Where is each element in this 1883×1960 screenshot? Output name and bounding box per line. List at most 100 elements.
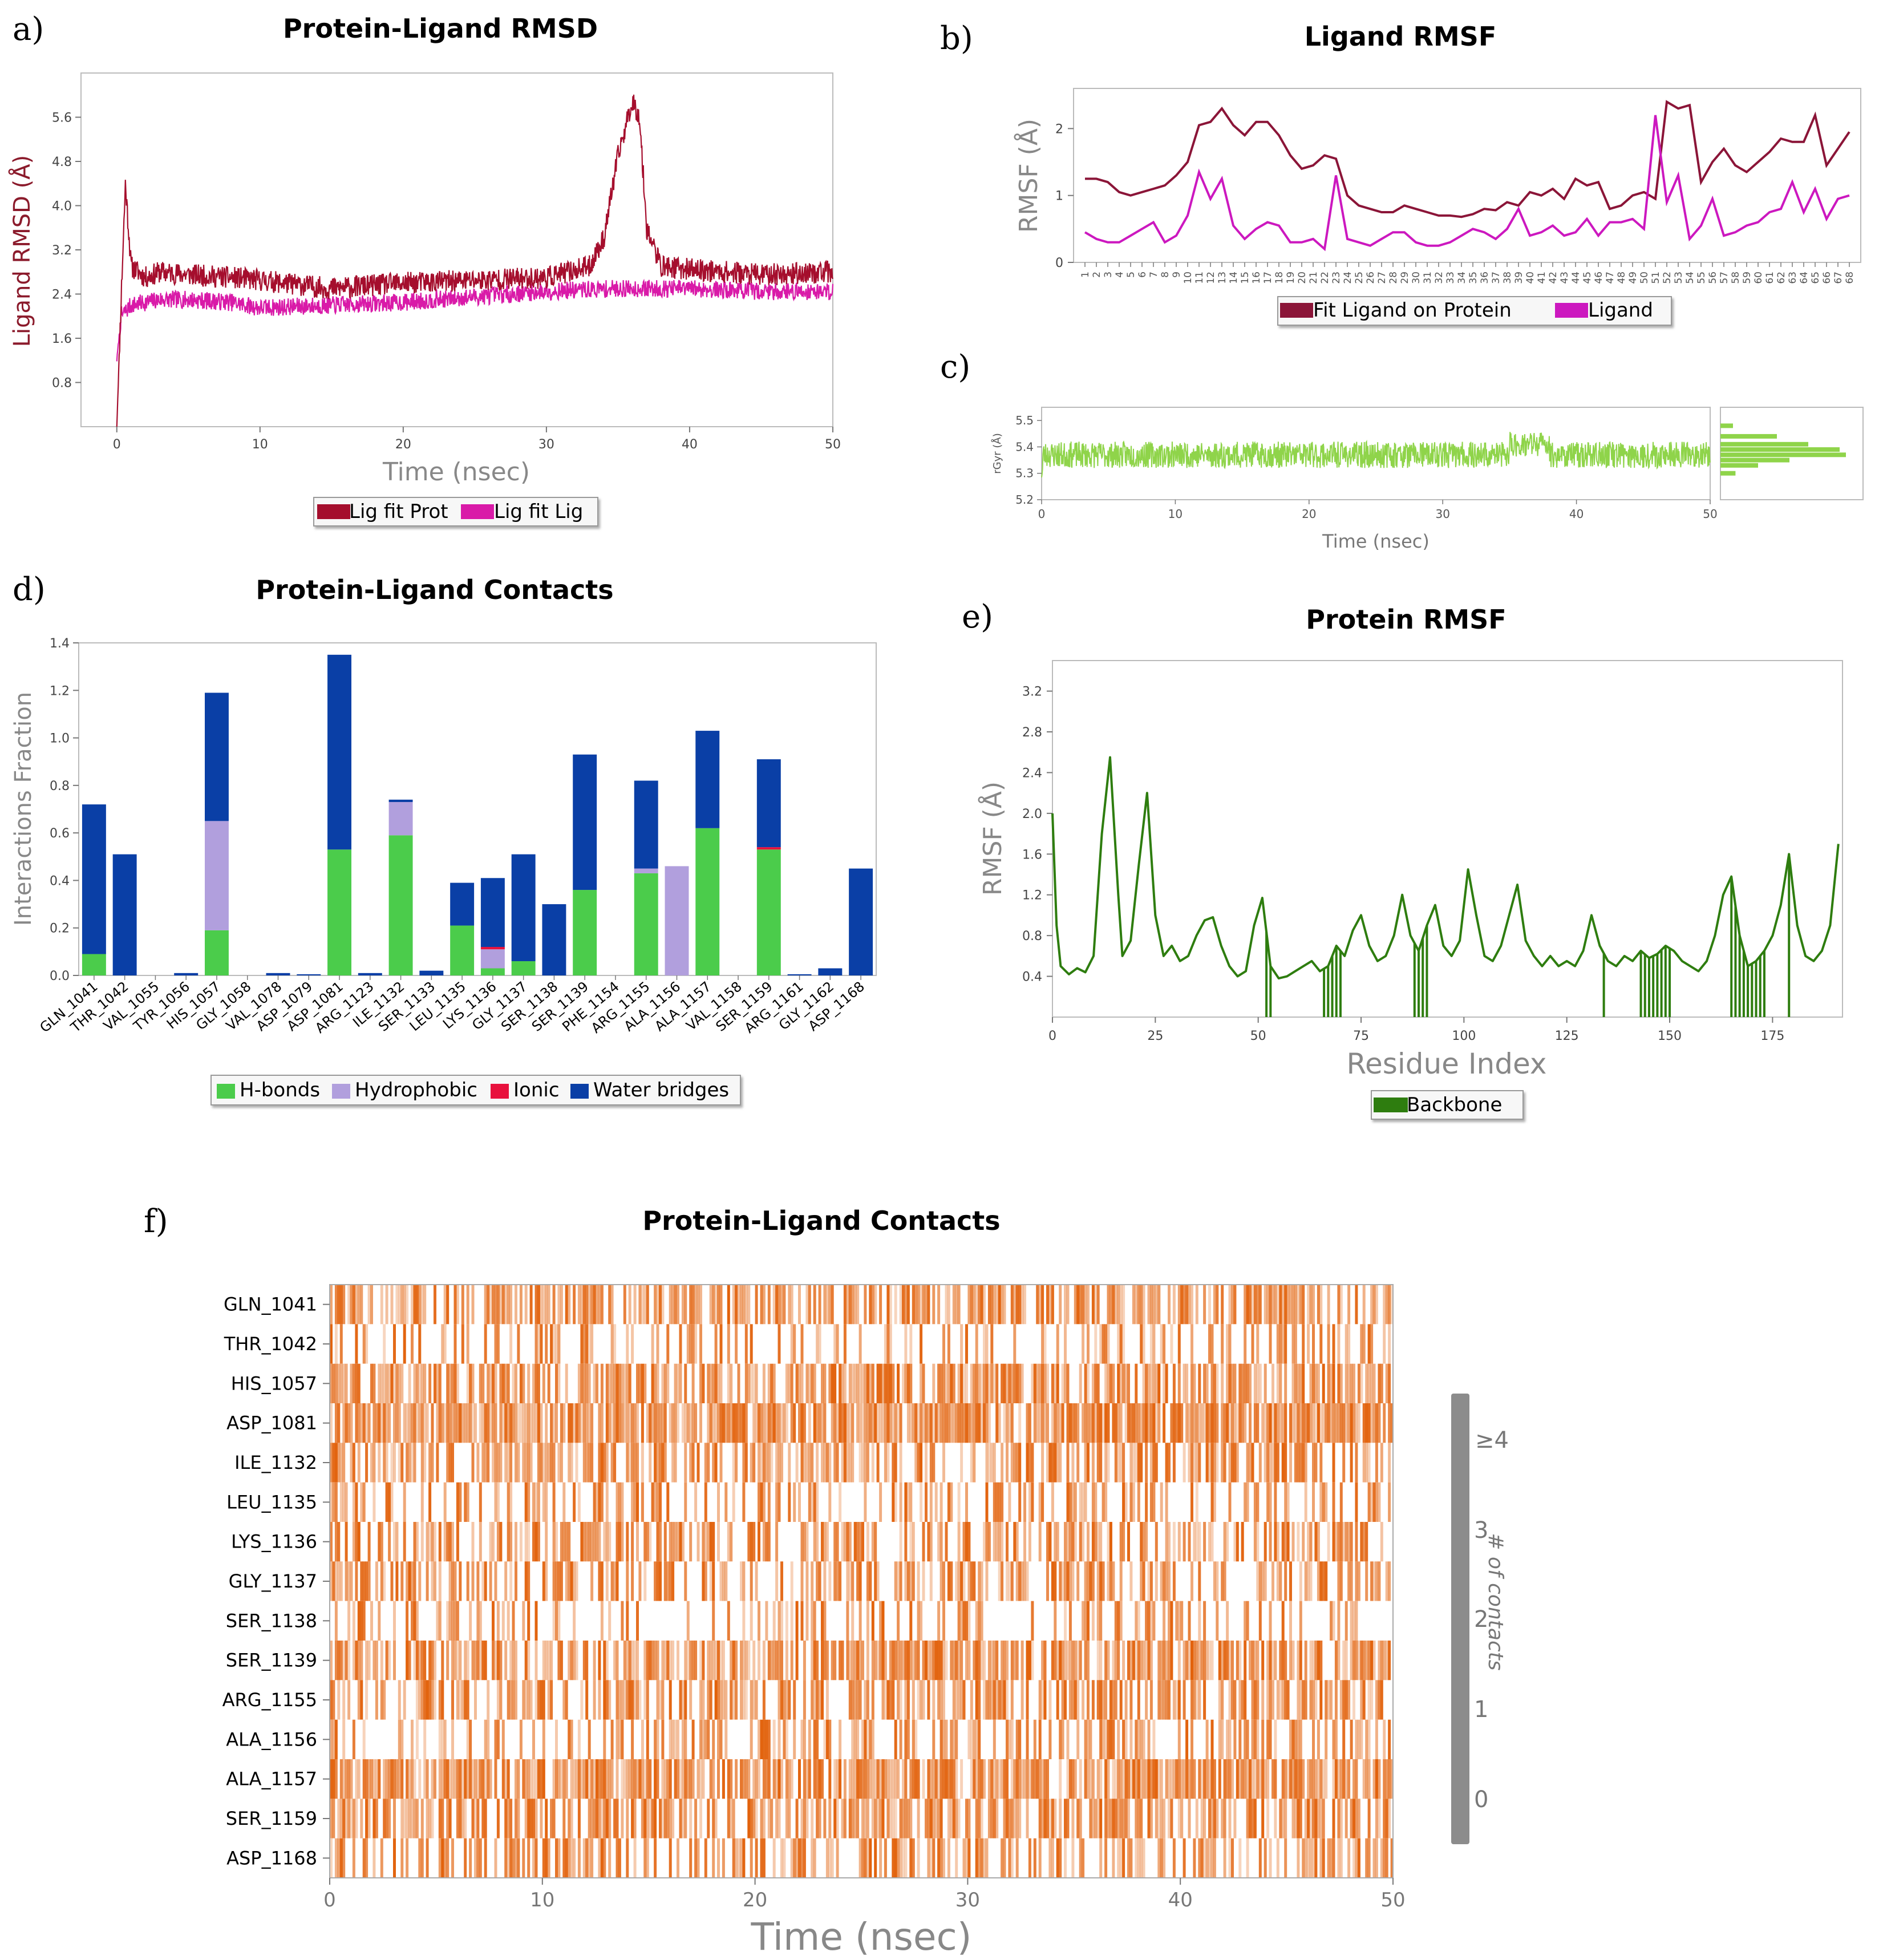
heat-cell	[800, 1601, 804, 1641]
heat-cell	[780, 1561, 783, 1601]
heat-cell	[330, 1799, 333, 1838]
heat-cell	[825, 1719, 829, 1759]
heat-cell	[980, 1641, 983, 1680]
heat-cell	[1185, 1285, 1189, 1325]
heat-cell	[1246, 1363, 1249, 1403]
heat-cell	[507, 1799, 510, 1838]
heat-cell	[1221, 1719, 1224, 1759]
heat-cell	[1089, 1799, 1092, 1838]
heat-cell	[507, 1680, 510, 1720]
heat-cell	[357, 1601, 361, 1641]
heat-cell	[732, 1838, 735, 1878]
heat-cell	[1210, 1799, 1214, 1838]
heat-cell	[484, 1285, 487, 1325]
heat-cell	[352, 1443, 355, 1483]
heat-cell	[767, 1403, 771, 1443]
heat-cell	[628, 1680, 631, 1720]
heat-cell	[803, 1799, 806, 1838]
heat-cell	[461, 1403, 464, 1443]
heat-cell	[1117, 1719, 1120, 1759]
heat-cell	[1096, 1522, 1100, 1562]
heat-cell	[666, 1482, 670, 1522]
panel-e-legend: Backbone	[1371, 1090, 1524, 1120]
heat-cell	[1334, 1641, 1338, 1680]
heat-cell	[795, 1838, 799, 1878]
heat-cell	[1253, 1403, 1257, 1443]
heat-cell	[975, 1719, 978, 1759]
heat-cell	[418, 1561, 422, 1601]
heat-cell	[1264, 1285, 1267, 1325]
heat-cell	[388, 1759, 391, 1799]
heat-cell	[636, 1522, 639, 1562]
heat-cell	[843, 1403, 847, 1443]
heat-cell	[912, 1522, 915, 1562]
heat-cell	[1274, 1641, 1277, 1680]
heat-cell	[557, 1561, 561, 1601]
heat-cell	[859, 1759, 862, 1799]
line-ligand	[1084, 115, 1850, 252]
heat-cell	[552, 1799, 556, 1838]
legend-swatch-ligand	[1555, 303, 1588, 318]
heat-cell	[663, 1799, 667, 1838]
heat-cell	[709, 1363, 712, 1403]
heat-cell	[605, 1680, 609, 1720]
heat-cell	[1147, 1403, 1151, 1443]
heat-cell	[550, 1403, 553, 1443]
heat-cell	[613, 1641, 617, 1680]
heat-cell	[904, 1719, 908, 1759]
heat-cell	[846, 1285, 849, 1325]
heat-cell	[1350, 1363, 1353, 1403]
heat-cell	[1129, 1838, 1133, 1878]
heat-cell	[1258, 1561, 1262, 1601]
heat-cell	[588, 1838, 591, 1878]
heat-cell	[978, 1680, 981, 1720]
heat-cell	[1221, 1561, 1224, 1601]
heat-cell	[689, 1759, 693, 1799]
heat-cell	[762, 1285, 766, 1325]
x-tick-label: 55	[1696, 272, 1707, 284]
heat-cell	[1365, 1363, 1368, 1403]
x-tick-label: 5	[1125, 272, 1137, 278]
heat-cell	[476, 1641, 480, 1680]
heat-cell	[651, 1363, 654, 1403]
heat-cell	[1068, 1680, 1072, 1720]
heat-cell	[345, 1759, 348, 1799]
heat-cell	[469, 1403, 472, 1443]
heat-cell	[588, 1522, 591, 1562]
heat-cell	[978, 1561, 981, 1601]
heat-cell	[679, 1363, 682, 1403]
heat-cell	[507, 1363, 510, 1403]
heat-cell	[600, 1363, 604, 1403]
heat-cell	[780, 1838, 783, 1878]
heat-cell	[509, 1482, 513, 1522]
heat-cell	[1051, 1443, 1054, 1483]
heat-cell	[398, 1680, 401, 1720]
heat-cell	[1155, 1285, 1158, 1325]
heat-cell	[902, 1759, 905, 1799]
heat-cell	[1378, 1680, 1381, 1720]
heat-cell	[800, 1838, 804, 1878]
heat-cell	[717, 1482, 720, 1522]
heat-cell	[613, 1799, 617, 1838]
heat-cell	[1380, 1363, 1383, 1403]
heat-cell	[750, 1601, 753, 1641]
heat-cell	[783, 1285, 786, 1325]
heat-cell	[588, 1799, 591, 1838]
heat-cell	[704, 1719, 707, 1759]
heat-cell	[555, 1601, 558, 1641]
heat-cell	[848, 1561, 852, 1601]
heat-cell	[1147, 1759, 1151, 1799]
heat-cell	[529, 1799, 533, 1838]
heat-cell	[889, 1641, 892, 1680]
heat-cell	[471, 1799, 475, 1838]
heat-cell	[590, 1838, 594, 1878]
heat-cell	[494, 1285, 497, 1325]
heat-cell	[1286, 1522, 1290, 1562]
heat-cell	[1180, 1759, 1184, 1799]
heat-cell	[1203, 1363, 1206, 1403]
heat-cell	[730, 1799, 733, 1838]
heat-cell	[1289, 1601, 1292, 1641]
line-rgyr	[1041, 432, 1711, 478]
heat-cell	[813, 1403, 816, 1443]
heat-cell	[1102, 1561, 1105, 1601]
